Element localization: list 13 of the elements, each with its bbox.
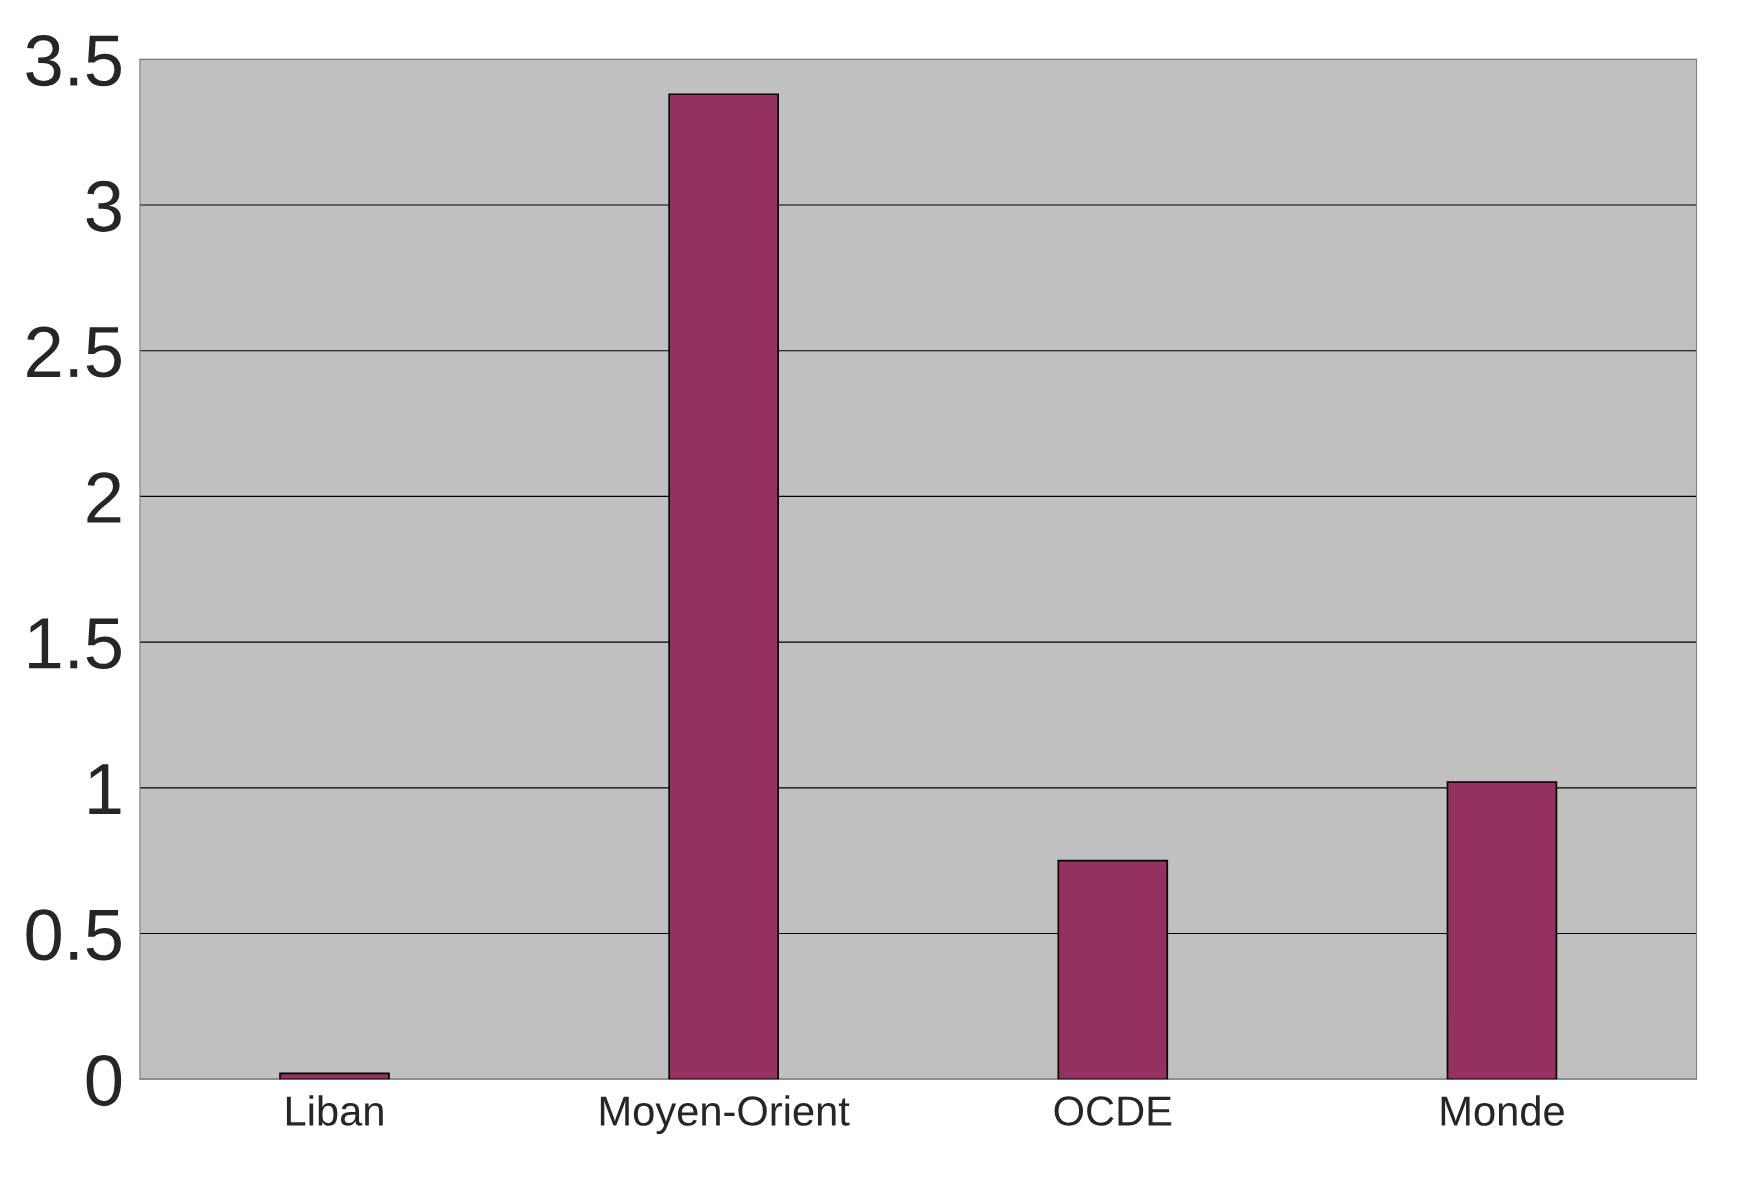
x-tick-label: OCDE [1054, 1096, 1172, 1126]
x-tick-label: Liban [286, 1095, 383, 1126]
y-tick-label: 0 [86, 1055, 122, 1107]
y-tick-label: 1.5 [29, 618, 121, 670]
x-tick-label: Moyen-Orient [600, 1095, 850, 1135]
y-tick-label: 0.5 [26, 909, 121, 961]
y-tick-label: 3 [86, 180, 121, 232]
x-tick-label: Monde [1441, 1095, 1564, 1126]
y-tick-label: 2 [87, 472, 121, 523]
y-tick-label: 2.5 [27, 326, 121, 378]
bar [279, 1072, 390, 1080]
y-tick-label: 3.5 [26, 35, 121, 87]
y-tick-label: 1 [89, 764, 121, 815]
